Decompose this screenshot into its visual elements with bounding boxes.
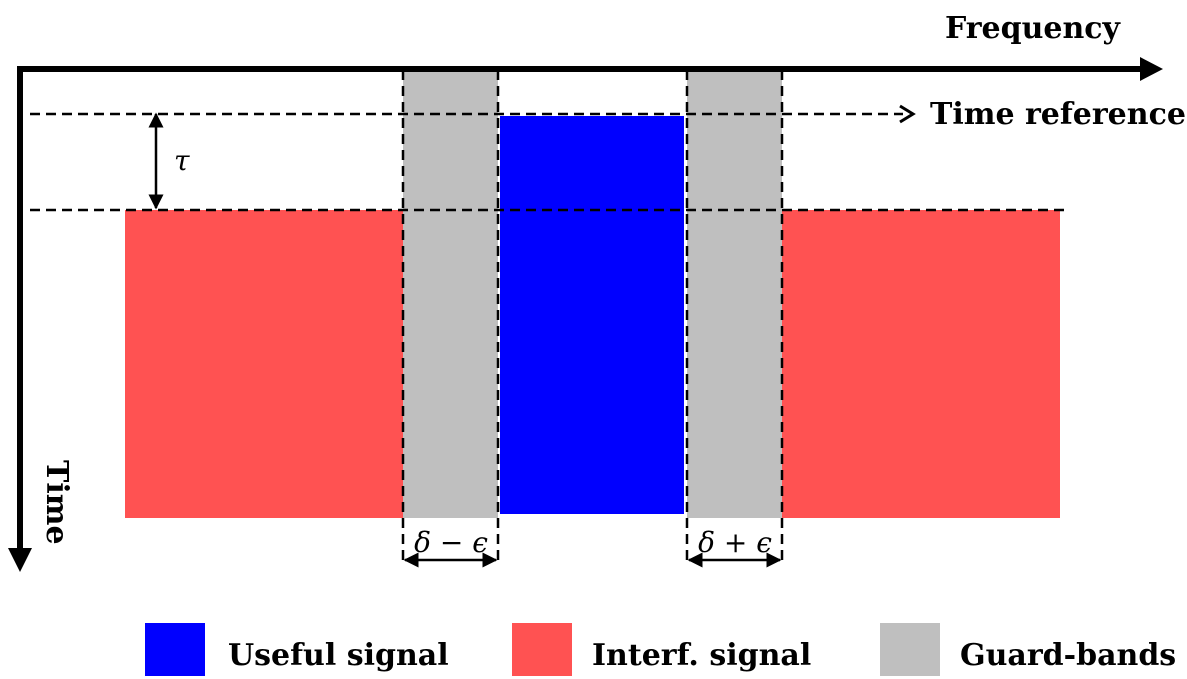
legend: Useful signal Interf. signal Guard-bands [145,623,1176,676]
left-guard-width-label: δ − ϵ [414,526,488,559]
guard-band-right [687,70,782,518]
frequency-axis-label: Frequency [945,11,1122,46]
interference-signal-left [125,210,403,518]
right-guard-width-label: δ + ϵ [698,526,772,559]
legend-swatch-guard [880,623,940,676]
frequency-axis-arrowhead [1140,57,1163,81]
time-reference-arrowhead [899,104,916,124]
legend-swatch-useful [145,623,205,676]
legend-label-useful: Useful signal [228,638,449,673]
legend-label-guard: Guard-bands [960,638,1176,673]
interference-signal-right [782,210,1060,518]
tau-label: τ [174,144,190,177]
useful-signal [500,116,684,514]
legend-label-interference: Interf. signal [592,638,811,673]
time-axis-arrowhead [8,548,32,572]
time-axis-label: Time [39,460,74,545]
time-reference-label: Time reference [930,97,1186,132]
legend-swatch-interference [512,623,572,676]
guard-band-left [403,70,498,518]
